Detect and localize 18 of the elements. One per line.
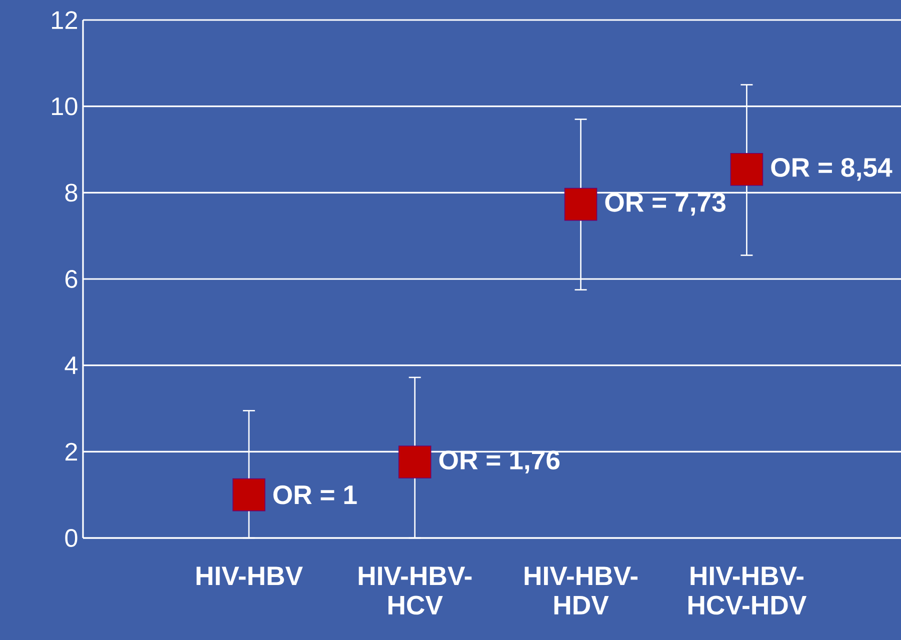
- y-tick-label: 0: [65, 529, 78, 547]
- x-tick-label: HIV-HBV-HCV: [358, 566, 472, 615]
- y-tick-label: 8: [65, 184, 78, 202]
- point: [398, 446, 432, 478]
- x-tick-label: HIV-HBV-HCV-HDV: [688, 566, 807, 615]
- data-label: OR = 1: [273, 485, 357, 504]
- y-tick-label: 10: [52, 97, 78, 116]
- data-label: OR = 7,73: [605, 192, 726, 216]
- y-tick-label: 12: [52, 11, 78, 29]
- point: [232, 478, 266, 512]
- data-label: OR = 8,54: [771, 158, 892, 181]
- x-tick-label: HIV-HBV-HDV: [524, 566, 638, 614]
- point: [730, 152, 764, 186]
- x-tick-label: HIV-HBV: [196, 566, 303, 586]
- y-tick-label: 4: [64, 356, 78, 374]
- y-tick-label: 6: [65, 270, 78, 288]
- point: [564, 188, 598, 221]
- y-tick-label: 2: [65, 442, 78, 461]
